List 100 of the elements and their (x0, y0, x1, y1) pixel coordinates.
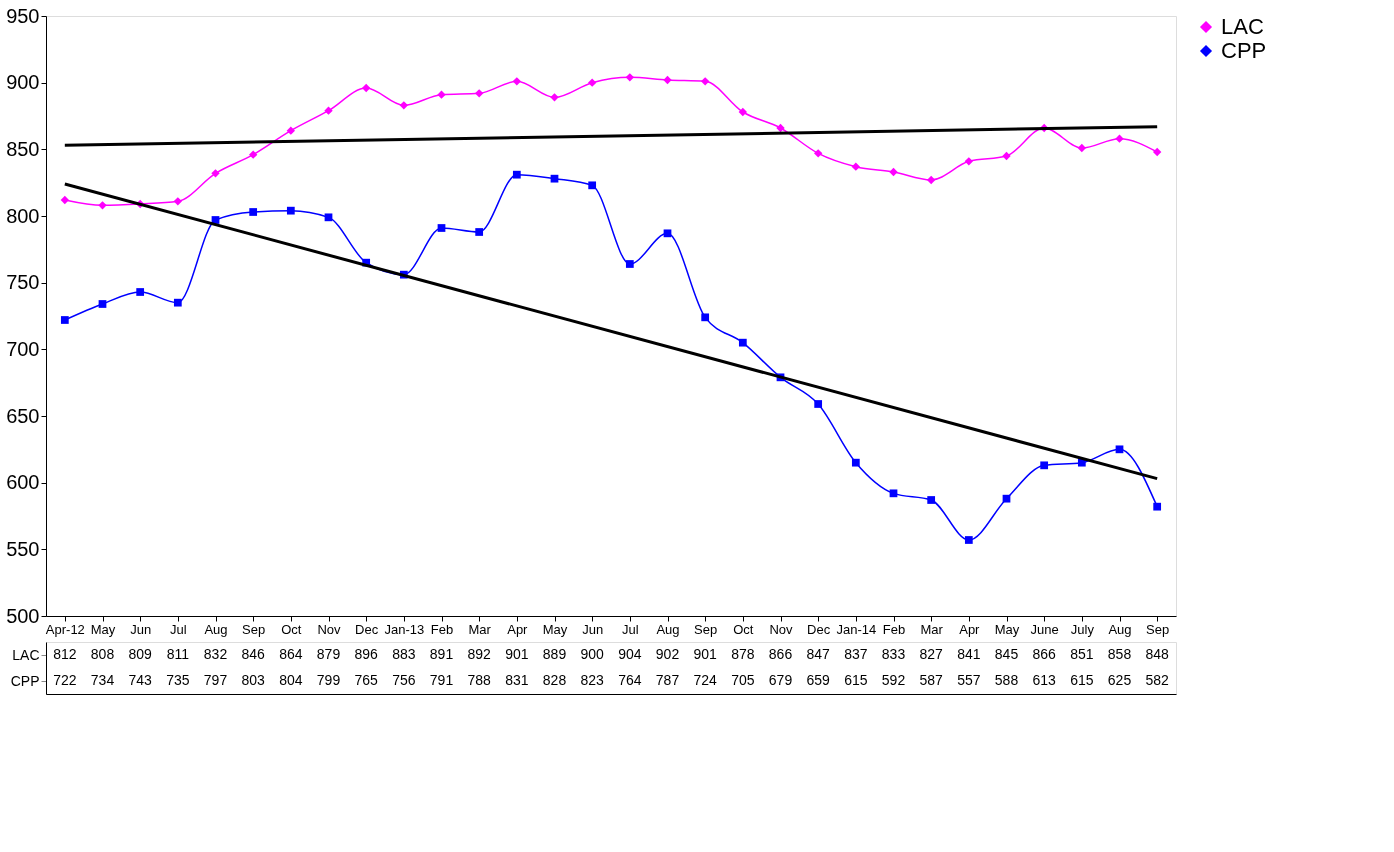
x-tick-label: Nov (317, 621, 342, 637)
text: CPP (10, 672, 40, 689)
x-tick-label: Sep (694, 621, 718, 637)
text: LAC (12, 646, 40, 663)
data-label: 851 (1070, 646, 1094, 662)
data-label: 705 (731, 672, 755, 688)
data-label: 858 (1107, 646, 1132, 662)
x-tick-label: Oct (281, 621, 302, 637)
data-label: 788 (467, 672, 492, 688)
data-label: 743 (128, 672, 153, 688)
data-label: 837 (844, 646, 868, 662)
data-label: 808 (90, 646, 115, 662)
x-tick-label: Apr (959, 621, 981, 637)
data-label: 848 (1145, 646, 1170, 662)
data-label: 832 (203, 646, 228, 662)
x-tick-label: May (90, 621, 116, 637)
x-tick-label: July (1070, 621, 1095, 637)
x-tick-label: Feb (882, 621, 906, 637)
x-tick-label: Apr-12 (45, 621, 85, 637)
data-label: 791 (429, 672, 454, 688)
x-tick-label: Aug (204, 621, 228, 637)
x-tick-label: Jan-13 (384, 621, 425, 637)
data-label: 799 (316, 672, 341, 688)
data-label: 891 (429, 646, 454, 662)
x-tick-label: Dec (807, 621, 831, 637)
x-tick-label: May (994, 621, 1020, 637)
data-label: 797 (203, 672, 228, 688)
x-tick-label: Aug (1108, 621, 1132, 637)
x-tick-label: Jun (130, 621, 152, 637)
y-tick-label: 600 (6, 471, 40, 494)
y-tick-label: 750 (6, 271, 40, 294)
data-label: 827 (919, 646, 944, 662)
data-label: 659 (806, 672, 831, 688)
data-label: 787 (655, 672, 680, 688)
data-label: 803 (241, 672, 266, 688)
x-tick-label: Nov (769, 621, 794, 637)
data-label: 615 (844, 672, 868, 688)
data-label: 878 (731, 646, 755, 662)
data-label: 901 (693, 646, 718, 662)
x-tick-label: Jan-14 (836, 621, 877, 637)
x-tick-label: Jul (170, 621, 187, 637)
data-label: 804 (279, 672, 303, 688)
data-label: 557 (957, 672, 981, 688)
data-label: 864 (279, 646, 303, 662)
data-label: 901 (505, 646, 529, 662)
data-label: 904 (618, 646, 642, 662)
data-label: 764 (618, 672, 642, 688)
data-label: 866 (1032, 646, 1057, 662)
data-label: 896 (354, 646, 379, 662)
x-tick-label: Sep (1146, 621, 1170, 637)
y-tick-label: 800 (6, 204, 40, 227)
data-label: 811 (166, 646, 190, 662)
data-label: 734 (90, 672, 115, 688)
x-tick-label: Mar (920, 621, 944, 637)
x-tick-label: Mar (468, 621, 492, 637)
x-tick-label: May (542, 621, 568, 637)
x-tick-label: Aug (656, 621, 680, 637)
data-label: 613 (1032, 672, 1057, 688)
data-label: 588 (994, 672, 1019, 688)
x-tick-label: Feb (430, 621, 454, 637)
x-tick-label: Apr (507, 621, 529, 637)
y-tick-label: 500 (6, 604, 40, 627)
data-label: 587 (919, 672, 944, 688)
y-tick-label: 700 (6, 337, 40, 360)
data-label: 841 (957, 646, 981, 662)
legend-label: LAC (1221, 14, 1264, 39)
x-tick-label: Jul (622, 621, 639, 637)
data-label: 592 (881, 672, 906, 688)
y-tick-label: 850 (6, 137, 40, 160)
data-label: 847 (806, 646, 831, 662)
data-label: 809 (128, 646, 153, 662)
x-tick-label: Jun (582, 621, 604, 637)
data-label: 831 (505, 672, 529, 688)
data-label: 828 (542, 672, 567, 688)
y-tick-label: 550 (6, 537, 40, 560)
data-label: 846 (241, 646, 266, 662)
data-label: 866 (768, 646, 793, 662)
data-label: 615 (1070, 672, 1094, 688)
data-label: 823 (580, 672, 605, 688)
data-label: 879 (316, 646, 341, 662)
x-tick-label: Dec (355, 621, 379, 637)
data-label: 582 (1145, 672, 1170, 688)
y-tick-label: 650 (6, 404, 40, 427)
x-tick-label: June (1030, 621, 1059, 637)
data-label: 679 (768, 672, 793, 688)
data-label: 889 (542, 646, 567, 662)
data-label: 902 (655, 646, 680, 662)
data-label: 900 (580, 646, 605, 662)
y-tick-label: 950 (6, 4, 40, 27)
x-tick-label: Sep (242, 621, 266, 637)
data-label: 883 (392, 646, 416, 662)
data-label: 722 (53, 672, 77, 688)
data-label: 625 (1107, 672, 1132, 688)
x-tick-label: Oct (733, 621, 754, 637)
legend-label: CPP (1221, 38, 1267, 63)
data-label: 724 (693, 672, 718, 688)
data-label: 833 (881, 646, 906, 662)
data-label: 735 (166, 672, 190, 688)
data-label: 812 (53, 646, 77, 662)
data-label: 765 (354, 672, 379, 688)
